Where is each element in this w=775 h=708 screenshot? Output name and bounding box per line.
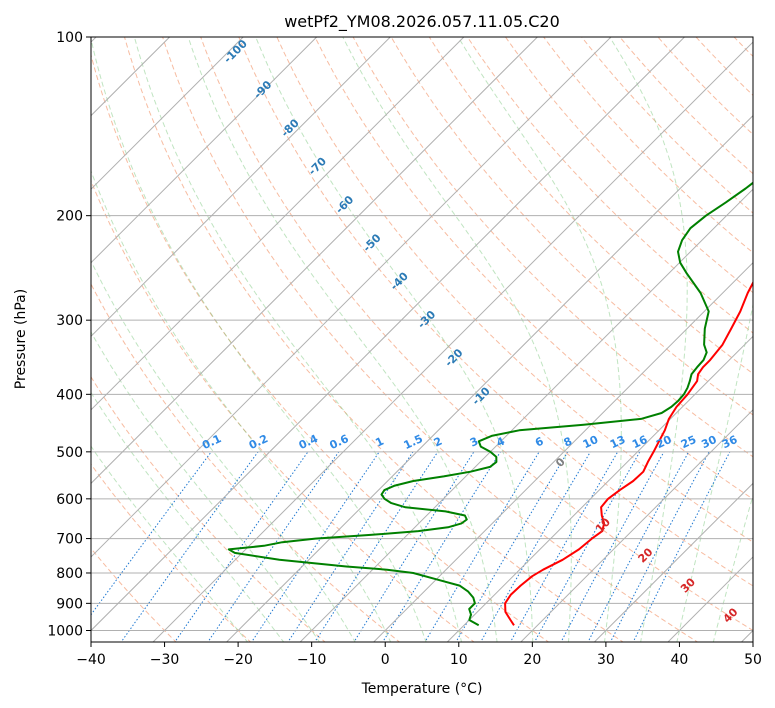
isotherm-line bbox=[446, 335, 753, 642]
mixing-ratio-line bbox=[251, 451, 380, 642]
x-tick-label: −10 bbox=[297, 652, 327, 668]
dry-adiabat bbox=[581, 37, 753, 214]
x-tick-label: 30 bbox=[597, 652, 615, 668]
temperature-profile bbox=[504, 280, 753, 626]
dry-adiabat bbox=[91, 179, 475, 642]
mixing-ratio-label: 20 bbox=[654, 433, 674, 451]
moist-adiabat bbox=[457, 37, 622, 642]
moist-adiabat bbox=[676, 301, 753, 642]
mixing-ratio-line bbox=[560, 451, 665, 642]
moist-adiabat bbox=[91, 445, 249, 642]
x-axis-label: Temperature (°C) bbox=[361, 681, 483, 697]
y-tick-label: 1000 bbox=[47, 624, 83, 640]
y-tick-label: 800 bbox=[56, 566, 83, 582]
dry-adiabat bbox=[200, 37, 753, 632]
mixing-ratio-label: 16 bbox=[630, 433, 650, 451]
moist-adiabat bbox=[91, 259, 356, 642]
moist-adiabat bbox=[187, 37, 498, 642]
mixing-ratio-line bbox=[632, 451, 731, 642]
moist-adiabat bbox=[91, 169, 392, 642]
isotherm-line bbox=[91, 37, 685, 632]
chart-title: wetPf2_YM08.2026.057.11.05.C20 bbox=[284, 12, 560, 32]
dewpoint-profile bbox=[227, 181, 753, 627]
isotherm-line bbox=[91, 37, 465, 411]
y-tick-label: 900 bbox=[56, 596, 83, 612]
x-tick-label: 20 bbox=[523, 652, 541, 668]
isotherm-line bbox=[152, 41, 753, 642]
isotherm-line bbox=[225, 114, 753, 642]
mixing-ratio-label: 10 bbox=[581, 433, 601, 451]
dry-adiabat bbox=[314, 37, 753, 500]
isotherm-line bbox=[373, 262, 753, 642]
x-axis: −40 −30 −20 −10 0 10 20 30 40 50 bbox=[76, 642, 762, 668]
grid-lines bbox=[91, 37, 753, 642]
dry-adiabat bbox=[276, 37, 753, 543]
mixing-ratio-line bbox=[609, 451, 710, 642]
isotherm-line bbox=[91, 37, 318, 264]
mixing-ratio-label: 36 bbox=[720, 433, 740, 451]
mixing-ratio-label: 25 bbox=[679, 433, 698, 451]
plot-area bbox=[91, 37, 753, 642]
dry-adiabat bbox=[124, 37, 624, 642]
mixing-ratio-label: 13 bbox=[608, 433, 627, 451]
mixing-ratio-line bbox=[424, 451, 540, 642]
dry-adiabat bbox=[91, 375, 326, 642]
dry-adiabat bbox=[428, 37, 753, 375]
moist-adiabat bbox=[712, 493, 753, 642]
y-tick-label: 200 bbox=[56, 209, 83, 225]
isotherm-line bbox=[91, 37, 612, 558]
moist-adiabat bbox=[91, 37, 427, 642]
dry-adiabat bbox=[466, 37, 753, 334]
x-tick-label: −30 bbox=[150, 652, 180, 668]
dry-adiabat bbox=[505, 37, 753, 294]
mixing-ratio-line bbox=[587, 451, 690, 642]
moist-adiabat bbox=[133, 37, 463, 642]
mixing-ratio-line bbox=[207, 451, 340, 642]
x-tick-label: 40 bbox=[671, 652, 689, 668]
dry-adiabat bbox=[619, 37, 753, 175]
y-axis-label: Pressure (hPa) bbox=[13, 289, 29, 389]
y-axis: 100 200 300 400 500 600 700 800 900 1000 bbox=[47, 30, 91, 640]
y-tick-label: 700 bbox=[56, 532, 83, 548]
mixing-ratio-line bbox=[287, 451, 414, 642]
moist-adiabat bbox=[91, 331, 321, 642]
mixing-ratio-line bbox=[509, 451, 619, 642]
x-tick-label: 10 bbox=[450, 652, 468, 668]
dry-adiabat bbox=[238, 37, 753, 587]
x-tick-label: 50 bbox=[744, 652, 762, 668]
y-tick-label: 100 bbox=[56, 30, 83, 46]
background-lines bbox=[91, 37, 753, 642]
mixing-ratio-line bbox=[382, 451, 501, 642]
isotherm-line bbox=[593, 482, 753, 642]
isotherm-line bbox=[520, 409, 753, 642]
x-tick-label: −20 bbox=[223, 652, 253, 668]
isotherm-line bbox=[91, 37, 538, 485]
mixing-ratio-line bbox=[353, 451, 475, 642]
profile-curves bbox=[227, 181, 753, 627]
dry-adiabat bbox=[162, 37, 699, 642]
dry-adiabat bbox=[390, 37, 753, 416]
isotherm-line bbox=[91, 37, 391, 337]
x-tick-label: −40 bbox=[76, 652, 106, 668]
mixing-ratio-line bbox=[534, 451, 641, 642]
moist-adiabat bbox=[609, 37, 688, 642]
y-tick-label: 400 bbox=[56, 387, 83, 403]
y-tick-label: 600 bbox=[56, 492, 83, 508]
mixing-ratio-label: 30 bbox=[699, 433, 719, 451]
x-tick-label: 0 bbox=[381, 652, 390, 668]
isotherm-line bbox=[91, 37, 244, 190]
mixing-ratio-line bbox=[174, 451, 309, 642]
isotherm-line bbox=[299, 188, 753, 642]
mixing-ratio-line bbox=[314, 451, 439, 642]
plot-frame bbox=[90, 36, 754, 643]
y-tick-label: 300 bbox=[56, 313, 83, 329]
y-tick-label: 500 bbox=[56, 445, 83, 461]
dry-adiabat bbox=[91, 53, 550, 642]
moist-adiabat bbox=[255, 37, 534, 642]
